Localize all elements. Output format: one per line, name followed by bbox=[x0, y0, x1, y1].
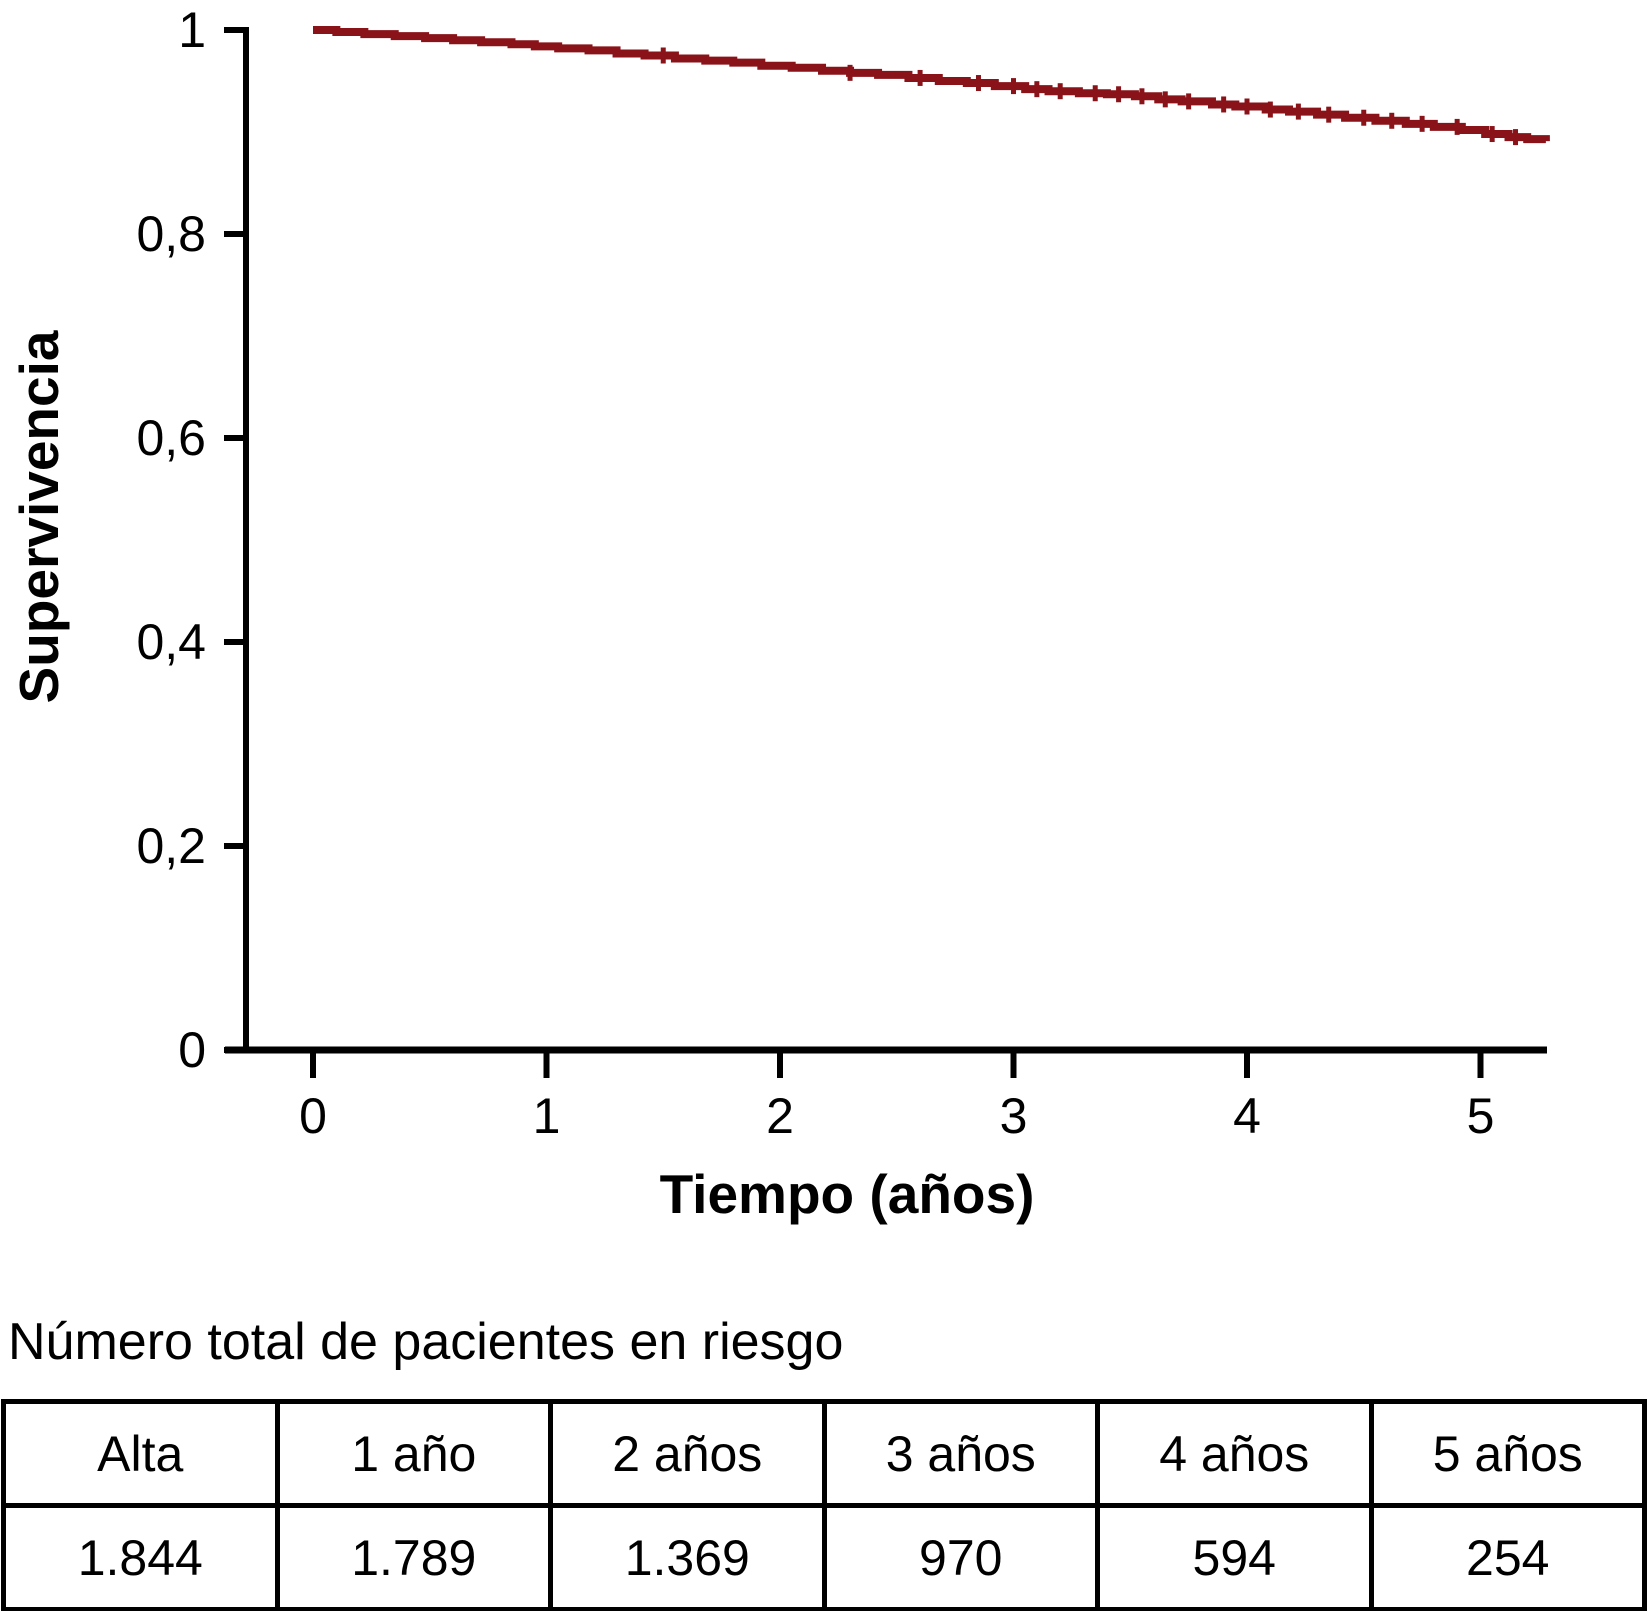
risk-table-title: Número total de pacientes en riesgo bbox=[8, 1313, 844, 1371]
risk-table-header-row: Alta 1 año 2 años 3 años 4 años 5 años bbox=[1, 1399, 1647, 1508]
risk-table-value-cell: 970 bbox=[821, 1503, 1100, 1611]
risk-table-value-cell: 1.369 bbox=[548, 1503, 827, 1611]
x-axis-tick-label: 5 bbox=[1467, 1088, 1495, 1144]
risk-table-header-cell: Alta bbox=[1, 1399, 280, 1508]
y-axis-title: Supervivencia bbox=[8, 330, 70, 703]
x-axis-title: Tiempo (años) bbox=[660, 1163, 1035, 1225]
km-plot-layer: 0 0,2 0,4 0,6 0,8 1 0 1 2 3 4 5 bbox=[136, 2, 1550, 1144]
x-axis-tick-label: 1 bbox=[533, 1088, 561, 1144]
x-axis-tick-label: 2 bbox=[766, 1088, 794, 1144]
risk-table-value-cell: 1.844 bbox=[1, 1503, 280, 1611]
y-axis-tick-label: 0,4 bbox=[136, 614, 206, 670]
y-axis-tick-label: 1 bbox=[178, 2, 206, 58]
risk-table-header-cell: 3 años bbox=[821, 1399, 1100, 1508]
risk-table-value-cell: 1.789 bbox=[274, 1503, 553, 1611]
y-axis-tick-label: 0,6 bbox=[136, 410, 206, 466]
x-axis-tick-label: 0 bbox=[299, 1088, 327, 1144]
y-axis-tick-label: 0,8 bbox=[136, 206, 206, 262]
risk-table-value-cell: 594 bbox=[1095, 1503, 1374, 1611]
risk-table-header-cell: 5 años bbox=[1368, 1399, 1647, 1508]
risk-table-value-cell: 254 bbox=[1368, 1503, 1647, 1611]
survival-curve bbox=[313, 26, 1550, 144]
risk-table-header-cell: 4 años bbox=[1095, 1399, 1374, 1508]
y-axis-tick-label: 0 bbox=[178, 1022, 206, 1078]
x-axis-tick-label: 3 bbox=[1000, 1088, 1028, 1144]
risk-table: Alta 1 año 2 años 3 años 4 años 5 años 1… bbox=[1, 1399, 1647, 1611]
x-axis-tick-label: 4 bbox=[1233, 1088, 1261, 1144]
survival-chart: 0 0,2 0,4 0,6 0,8 1 0 1 2 3 4 5 Supervivencia Tiemp… bbox=[8, 2, 1550, 1225]
risk-table-value-row: 1.844 1.789 1.369 970 594 254 bbox=[1, 1503, 1647, 1611]
y-axis-tick-label: 0,2 bbox=[136, 818, 206, 874]
risk-table-header-cell: 1 año bbox=[274, 1399, 553, 1508]
risk-table-header-cell: 2 años bbox=[548, 1399, 827, 1508]
